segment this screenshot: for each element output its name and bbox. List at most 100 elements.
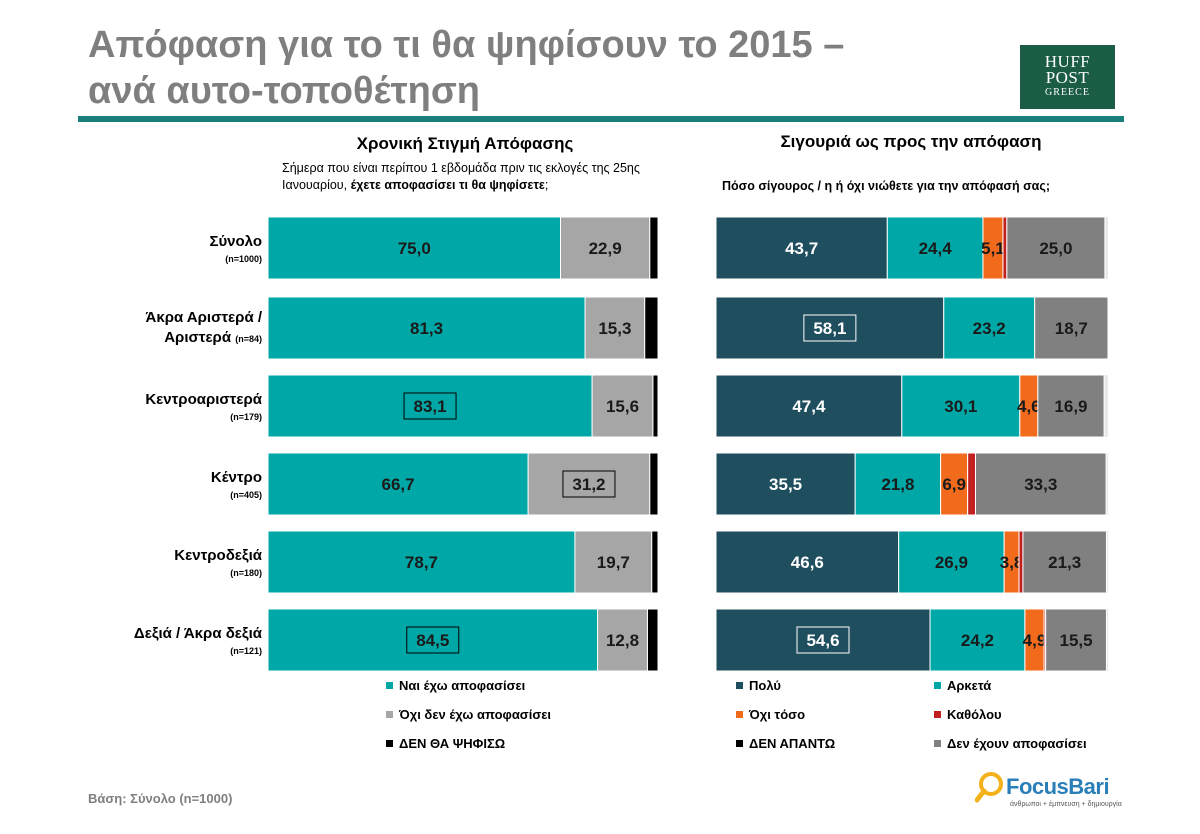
data-label: 6,9 bbox=[942, 475, 966, 494]
bar-segment bbox=[574, 530, 653, 594]
data-label: 35,5 bbox=[769, 475, 802, 494]
category-label: Δεξιά / Άκρα δεξιά bbox=[134, 625, 263, 642]
right-panel-title: Σιγουριά ως προς την απόφαση bbox=[780, 132, 1042, 151]
data-label: 46,6 bbox=[791, 553, 824, 572]
bar-segment bbox=[898, 530, 1005, 594]
bar-segment bbox=[651, 530, 659, 594]
data-label: 5,1 bbox=[981, 239, 1005, 258]
category-label: Κεντροδεξιά bbox=[174, 547, 262, 564]
bar-segment bbox=[649, 452, 659, 516]
data-label: 33,3 bbox=[1024, 475, 1057, 494]
data-label: 30,1 bbox=[944, 397, 977, 416]
bar-segment bbox=[943, 296, 1036, 360]
legend-swatch bbox=[736, 682, 743, 689]
legend-swatch bbox=[386, 682, 393, 689]
data-label: 58,1 bbox=[813, 319, 846, 338]
category-n-label: (n=179) bbox=[230, 412, 262, 422]
bar-segment bbox=[715, 608, 931, 672]
data-label: 4,6 bbox=[1017, 397, 1041, 416]
highlight-box bbox=[403, 392, 457, 420]
bar-segment bbox=[652, 374, 659, 438]
category-label: Άκρα Αριστερά / bbox=[146, 309, 263, 326]
legend-label: Όχι τόσο bbox=[749, 707, 806, 722]
title-line-2: ανά αυτο-τοποθέτηση bbox=[88, 70, 481, 112]
bar-segment bbox=[854, 452, 942, 516]
data-label: 15,6 bbox=[606, 397, 639, 416]
data-label: 47,4 bbox=[792, 397, 826, 416]
bar-segment bbox=[527, 452, 651, 516]
bar-segment bbox=[644, 296, 659, 360]
bar-segment bbox=[646, 608, 659, 672]
data-label: 54,6 bbox=[806, 631, 839, 650]
bar-segment bbox=[649, 216, 659, 280]
legend-label: ΔΕΝ ΘΑ ΨΗΦΙΣΩ bbox=[399, 736, 506, 751]
bar-segment bbox=[1022, 530, 1107, 594]
legend-swatch bbox=[386, 711, 393, 718]
bar-segment bbox=[597, 608, 648, 672]
highlight-box bbox=[562, 470, 616, 498]
category-n-label: (n=180) bbox=[230, 568, 262, 578]
legend-label: Ναι έχω αποφασίσει bbox=[399, 678, 526, 693]
focusbari-logo-icon bbox=[975, 772, 1003, 803]
bar-segment bbox=[560, 216, 651, 280]
highlight-box bbox=[406, 626, 460, 654]
legend-swatch bbox=[934, 682, 941, 689]
base-footnote: Βάση: Σύνολο (n=1000) bbox=[88, 791, 233, 806]
bar-segment bbox=[1045, 608, 1107, 672]
bar-segment bbox=[715, 216, 888, 280]
category-label: Κεντροαριστερά bbox=[145, 391, 262, 408]
bar-segment bbox=[715, 530, 900, 594]
category-n-label: (n=121) bbox=[230, 646, 262, 656]
left-panel-question: Σήμερα που είναι περίπου 1 εβδομάδα πριν… bbox=[282, 161, 640, 192]
bar-segment bbox=[267, 530, 576, 594]
data-label: 81,3 bbox=[410, 319, 443, 338]
bar-segment bbox=[1002, 216, 1008, 280]
bar-segment bbox=[584, 296, 646, 360]
bar-segment bbox=[975, 452, 1107, 516]
legend-item: ΔΕΝ ΘΑ ΨΗΦΙΣΩ bbox=[386, 736, 505, 751]
data-label: 66,7 bbox=[382, 475, 415, 494]
category-n-label: (n=1000) bbox=[225, 254, 262, 264]
legend-swatch bbox=[934, 711, 941, 718]
legend-item: Όχι δεν έχω αποφασίσει bbox=[386, 707, 551, 722]
legend-label: Αρκετά bbox=[947, 678, 992, 693]
legend-item: Δεν έχουν αποφασίσει bbox=[934, 736, 1087, 751]
data-label: 18,7 bbox=[1055, 319, 1088, 338]
legend-swatch bbox=[386, 740, 393, 747]
right-panel-question: Πόσο σίγουρος / η ή όχι νιώθετε για την … bbox=[722, 179, 1050, 193]
focusbari-tagline: άνθρωποι + έμπνευση + δημιουργία bbox=[1010, 801, 1122, 808]
bar-segment bbox=[267, 374, 593, 438]
data-label: 24,4 bbox=[919, 239, 953, 258]
left-panel-title: Χρονική Στιγμή Απόφασης bbox=[356, 134, 574, 153]
legend-label: Πολύ bbox=[749, 678, 781, 693]
legend-item: ΔΕΝ ΑΠΑΝΤΩ bbox=[736, 736, 835, 751]
data-label: 4,9 bbox=[1023, 631, 1047, 650]
bar-segment bbox=[1018, 530, 1024, 594]
legend-label: ΔΕΝ ΑΠΑΝΤΩ bbox=[749, 736, 836, 751]
data-label: 31,2 bbox=[572, 475, 605, 494]
data-label: 15,3 bbox=[598, 319, 631, 338]
highlight-box bbox=[803, 314, 857, 342]
legend-item: Καθόλου bbox=[934, 707, 1002, 722]
legend-label: Όχι δεν έχω αποφασίσει bbox=[399, 707, 551, 722]
legend-item: Πολύ bbox=[736, 678, 781, 693]
legend-swatch bbox=[736, 711, 743, 718]
category-label: Σύνολο bbox=[209, 233, 262, 250]
data-label: 19,7 bbox=[597, 553, 630, 572]
bar-segment bbox=[591, 374, 654, 438]
data-label: 21,3 bbox=[1048, 553, 1081, 572]
data-label: 83,1 bbox=[413, 397, 446, 416]
data-label: 84,5 bbox=[416, 631, 449, 650]
legend-label: Καθόλου bbox=[947, 707, 1002, 722]
data-label: 78,7 bbox=[405, 553, 438, 572]
bar-segment bbox=[267, 452, 529, 516]
bar-segment bbox=[1006, 216, 1106, 280]
bar-segment bbox=[267, 296, 586, 360]
title-divider bbox=[78, 116, 1124, 122]
focusbari-brand: FocusBari bbox=[1006, 774, 1110, 799]
huffpost-greece-logo: HUFF POST GREECE bbox=[1020, 45, 1115, 109]
bar-segment bbox=[1034, 296, 1109, 360]
legend-swatch bbox=[934, 740, 941, 747]
legend-label: Δεν έχουν αποφασίσει bbox=[947, 736, 1087, 751]
